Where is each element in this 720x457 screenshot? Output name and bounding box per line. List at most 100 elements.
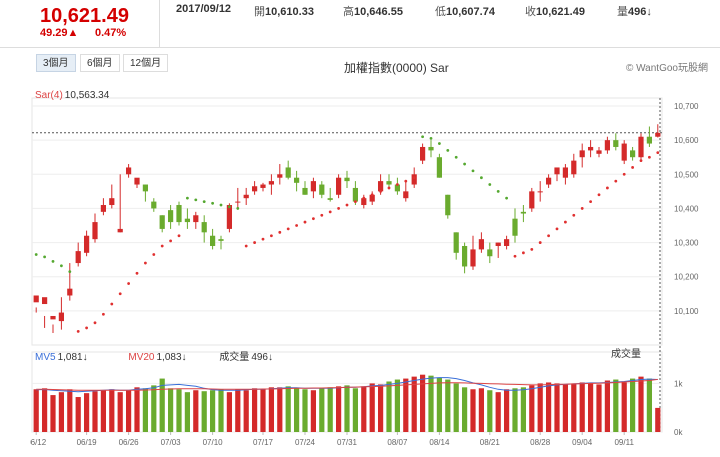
volume-bar	[167, 388, 174, 432]
sar-dot	[648, 155, 651, 159]
volume-bar	[445, 379, 451, 432]
candle-body	[58, 312, 65, 322]
volume-bar	[587, 383, 594, 432]
candle-body	[184, 218, 191, 223]
candle-body	[50, 315, 56, 320]
trade-date: 2017/09/12	[176, 3, 232, 15]
sar-dot	[295, 224, 298, 227]
sar-dot	[454, 155, 458, 159]
volume-bar	[327, 387, 333, 432]
sar-dot	[396, 183, 399, 186]
volume-bar	[512, 388, 518, 432]
date-tick-label: 08/07	[387, 438, 408, 447]
sar-dot	[51, 259, 55, 263]
candle-body	[453, 232, 459, 253]
sar-dot	[270, 234, 273, 238]
date-tick-label: 06/19	[77, 438, 98, 447]
sar-dot	[169, 239, 173, 243]
sar-dot	[379, 189, 382, 193]
mv20-line	[36, 378, 658, 391]
sar-dot	[387, 186, 391, 190]
volume-bar	[285, 386, 291, 432]
volume-bar	[201, 391, 207, 432]
candle-body	[235, 201, 241, 203]
candle-body	[83, 235, 90, 253]
price-tick-label: 10,400	[674, 204, 699, 213]
sar-dot	[68, 270, 72, 273]
open-stat: 開10,610.33	[254, 6, 314, 18]
volume-bar	[134, 387, 140, 432]
candle-body	[369, 194, 375, 202]
volume-bar	[293, 388, 300, 432]
candle-body	[310, 181, 317, 192]
sar-dot	[438, 142, 441, 145]
volume-bar	[50, 395, 56, 432]
volume-bar	[428, 375, 434, 432]
volume-bar	[75, 397, 81, 432]
volume-bar	[335, 386, 342, 432]
sar-dot	[631, 166, 634, 169]
sar-dot	[614, 179, 618, 183]
sar-dot	[194, 198, 198, 202]
volume-bar	[436, 377, 443, 432]
date-tick-label: 07/17	[253, 438, 274, 447]
sar-dot	[211, 201, 215, 205]
close-stat: 收10,621.49	[525, 6, 585, 18]
sar-dot	[43, 255, 46, 259]
volume-tick-label: 0k	[674, 428, 683, 437]
candle-body	[251, 186, 258, 192]
volume-bar	[638, 376, 644, 432]
candle-body	[193, 215, 199, 223]
brand-watermark: © WantGoo玩股網	[625, 63, 708, 74]
volume-bar	[83, 393, 90, 432]
sar-dot	[312, 217, 315, 221]
candle-body	[159, 215, 165, 229]
candle-body	[92, 222, 98, 240]
sar-dot	[446, 148, 450, 152]
sar-dot	[228, 205, 231, 209]
candle-body	[293, 177, 300, 183]
range-3m-button[interactable]: 3個月	[36, 54, 76, 72]
sar-dot	[412, 176, 416, 180]
sar-dot	[538, 241, 542, 244]
candle-body	[604, 140, 611, 151]
candle-body	[344, 177, 350, 182]
date-tick-label: 07/24	[295, 438, 316, 447]
sar-dot	[253, 241, 256, 244]
sar-dot	[580, 207, 584, 210]
volume-bar	[461, 387, 468, 432]
candle-body	[596, 150, 602, 154]
volume-bar	[235, 389, 241, 432]
volume-bar	[344, 385, 350, 432]
volume-bar	[646, 378, 653, 432]
candle-body	[470, 249, 476, 267]
range-6m-button[interactable]: 6個月	[80, 54, 120, 72]
sar-dot	[160, 244, 164, 248]
volume-bar	[529, 385, 535, 432]
candle-body	[201, 222, 207, 233]
sar-dot	[505, 196, 508, 200]
candle-body	[335, 177, 342, 195]
candle-body	[33, 295, 39, 303]
volume-bar	[151, 385, 157, 432]
range-12m-button[interactable]: 12個月	[123, 54, 169, 72]
candle-body	[394, 184, 401, 192]
price-box: 10,621.49 49.29▲ 0.47%	[30, 0, 160, 48]
volume-bar	[579, 382, 585, 432]
volume-bar	[629, 378, 636, 432]
candle-body	[209, 235, 216, 246]
sar-dot	[496, 189, 500, 193]
price-change-pct: 0.47%	[95, 27, 127, 39]
candle-body	[285, 167, 291, 178]
chart-title: 加權指數(0000) Sar	[344, 61, 449, 75]
sar-dot	[278, 230, 282, 234]
low-stat: 低10,607.74	[435, 6, 495, 18]
candle-body	[268, 181, 275, 185]
volume-bar	[268, 387, 275, 432]
sar-dot	[555, 227, 559, 231]
sar-dot	[421, 135, 424, 139]
candle-body	[587, 146, 594, 151]
volume-bar	[193, 390, 199, 432]
candle-body	[579, 150, 585, 158]
sar-dot	[202, 200, 206, 203]
